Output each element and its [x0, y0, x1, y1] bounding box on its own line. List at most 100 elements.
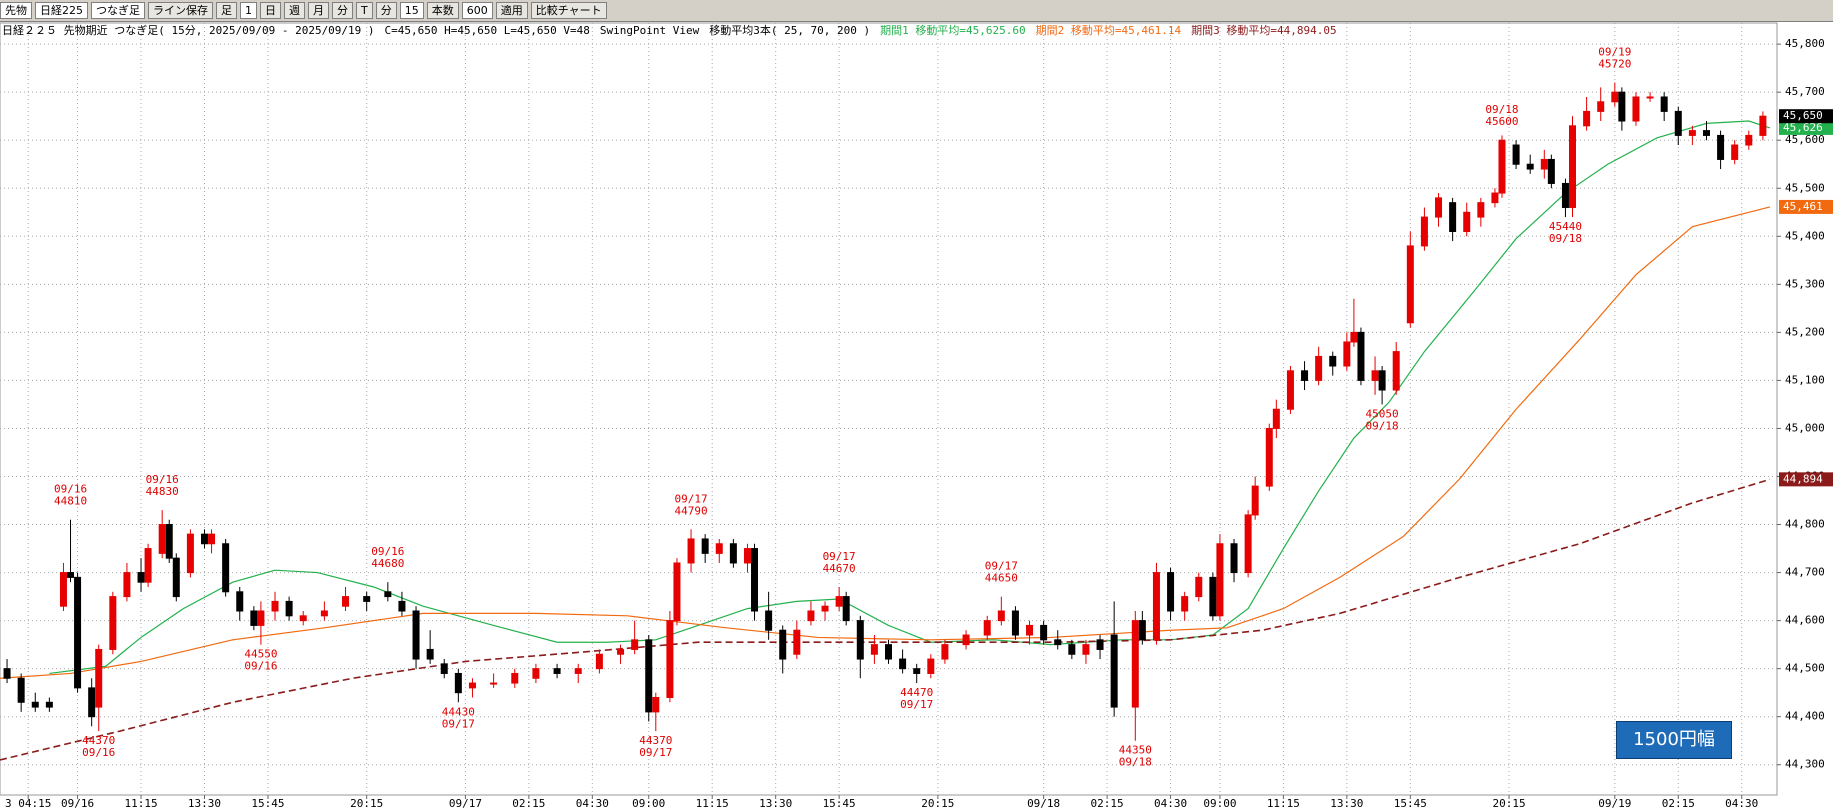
candle-body	[271, 600, 279, 612]
x-tick-label: 04:30	[576, 797, 609, 810]
swing-label: 44830	[146, 485, 179, 498]
swing-label: 44810	[54, 495, 87, 508]
swing-label: 09/16	[82, 746, 115, 759]
y-tick-label: 45,100	[1785, 373, 1825, 386]
chain-select[interactable]: つなぎ足	[91, 2, 145, 19]
x-tick-label: 11:15	[696, 797, 729, 810]
compare-button[interactable]: 比較チャート	[530, 2, 607, 19]
swing-label: 09/18	[1119, 756, 1152, 769]
candle-body	[1540, 158, 1548, 170]
candle-body	[1463, 211, 1471, 232]
toolbar: 先物 日経225 つなぎ足 ライン保存 足 1 日 週 月 分 T 分 15 本…	[0, 0, 1833, 22]
y-tick-label: 45,500	[1785, 181, 1825, 194]
swing-label: 09/17	[442, 717, 475, 730]
candle-body	[1674, 110, 1682, 136]
chart: 44,30044,40044,50044,60044,70044,80044,9…	[0, 22, 1833, 810]
candle-body	[1301, 370, 1309, 381]
candle-body	[1688, 130, 1696, 136]
candle-body	[1435, 197, 1443, 218]
candle-body	[3, 668, 11, 679]
symbol-select[interactable]: 日経225	[35, 2, 88, 19]
candle-body	[1054, 639, 1062, 646]
candle-body	[1731, 144, 1739, 160]
candle-body	[793, 629, 801, 655]
candle-body	[363, 596, 371, 602]
save-line-button[interactable]: ライン保存	[148, 2, 213, 19]
count-input[interactable]: 600	[461, 2, 493, 19]
price-badge	[1779, 199, 1833, 214]
apply-button[interactable]: 適用	[495, 2, 528, 19]
y-tick-label: 45,300	[1785, 277, 1825, 290]
candle-body	[74, 576, 82, 689]
price-badge-label: 45,461	[1783, 200, 1823, 213]
y-tick-label: 45,800	[1785, 37, 1825, 50]
y-tick-label: 44,300	[1785, 758, 1825, 771]
month-button[interactable]: 月	[308, 2, 329, 19]
candle-body	[1167, 572, 1175, 612]
minute-button[interactable]: 分	[332, 2, 353, 19]
candle-body	[1759, 115, 1767, 136]
swing-label: 45600	[1485, 115, 1518, 128]
candle-body	[1244, 514, 1252, 574]
ohlc-info: C=45,650 H=45,650 L=45,650 V=48	[384, 24, 590, 37]
x-tick-label: 09:00	[1203, 797, 1236, 810]
swing-label: 44650	[985, 572, 1018, 585]
candle-body	[1611, 91, 1619, 103]
candle-body	[165, 524, 173, 559]
candle-body	[1378, 370, 1386, 391]
tick-button[interactable]: T	[356, 2, 373, 19]
candle-body	[412, 610, 420, 660]
candle-body	[511, 672, 519, 684]
y-tick-label: 44,800	[1785, 518, 1825, 531]
x-tick-label: 04:30	[1725, 797, 1758, 810]
candle-body	[729, 543, 737, 564]
y-tick-label: 45,400	[1785, 229, 1825, 242]
x-tick-label: 09/17	[449, 797, 482, 810]
swing-label: 09/16	[54, 483, 87, 496]
y-tick-label: 45,200	[1785, 325, 1825, 338]
candle-body	[807, 610, 815, 622]
swing-label: 09/17	[823, 550, 856, 563]
candle-body	[236, 591, 244, 612]
candle-body	[1583, 110, 1591, 127]
day-button[interactable]: 日	[260, 2, 281, 19]
swing-label: 44370	[639, 734, 672, 747]
info-title: 日経２２５ 先物期近 つなぎ足( 15分, 2025/09/09 - 2025/…	[2, 24, 375, 37]
week-button[interactable]: 週	[284, 2, 305, 19]
swing-label: 09/18	[1485, 103, 1518, 116]
candle-body	[997, 610, 1005, 622]
candle-body	[1632, 96, 1640, 122]
swing-label: 09/16	[244, 660, 277, 673]
candle-body	[1110, 634, 1118, 708]
legend-entry: 期間1 移動平均=45,625.60	[880, 24, 1026, 37]
price-badge-label: 45,650	[1783, 109, 1823, 122]
candle-body	[1406, 245, 1414, 324]
candle-body	[1152, 572, 1160, 641]
candle-body	[779, 629, 787, 660]
candle-body	[320, 610, 328, 617]
market-select[interactable]: 先物	[0, 2, 32, 19]
swing-label: 09/16	[146, 473, 179, 486]
moving-average-line	[0, 478, 1771, 761]
candle-body	[468, 682, 476, 689]
swing-label: 44790	[674, 504, 707, 517]
candle-body	[962, 634, 970, 646]
swing-label: 44670	[823, 562, 856, 575]
x-tick-label: 20:15	[1492, 797, 1525, 810]
candle-body	[1329, 355, 1337, 367]
candle-body	[440, 663, 448, 674]
bar-count-input[interactable]: 1	[240, 2, 257, 19]
candle-body	[1717, 134, 1725, 160]
candle-body	[687, 538, 695, 564]
swing-label: 45440	[1549, 220, 1582, 233]
candle-body	[885, 644, 892, 660]
bar-label: 足	[216, 2, 237, 19]
legend: 期間1 移動平均=45,625.60 期間2 移動平均=45,461.14 期間3 …	[880, 24, 1346, 37]
interval-input[interactable]: 15	[399, 2, 424, 19]
price-badge	[1779, 120, 1833, 135]
candle-body	[1646, 96, 1654, 99]
swing-label: 44350	[1119, 744, 1152, 757]
swing-label: 09/19	[1598, 46, 1631, 59]
candle-body	[426, 648, 434, 660]
